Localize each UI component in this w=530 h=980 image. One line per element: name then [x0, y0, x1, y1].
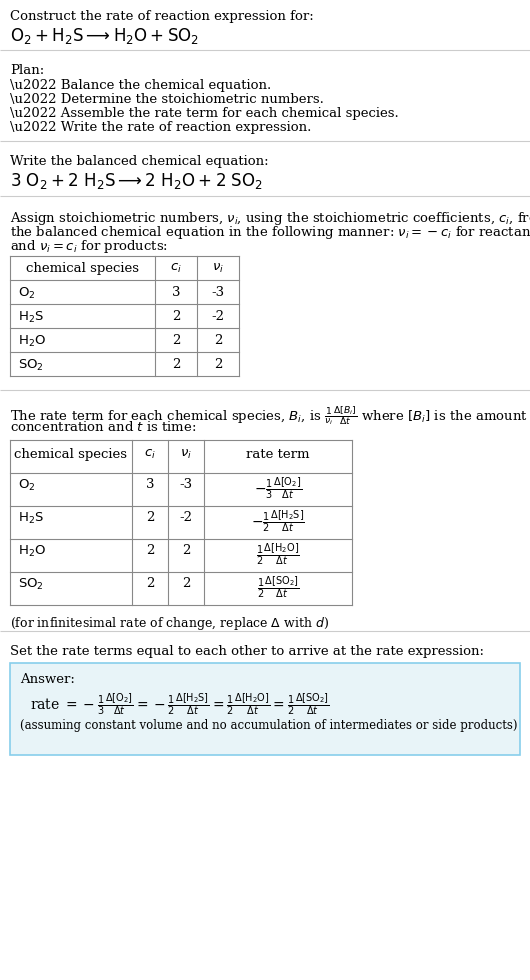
Text: $\mathrm{SO_2}$: $\mathrm{SO_2}$	[18, 358, 44, 373]
Text: (for infinitesimal rate of change, replace $\Delta$ with $d$): (for infinitesimal rate of change, repla…	[10, 615, 329, 632]
FancyBboxPatch shape	[10, 663, 520, 755]
Text: $\nu_i$: $\nu_i$	[180, 448, 192, 462]
Text: $\mathrm{O_2}$: $\mathrm{O_2}$	[18, 478, 36, 493]
Text: 2: 2	[182, 577, 190, 590]
Text: and $\nu_i = c_i$ for products:: and $\nu_i = c_i$ for products:	[10, 238, 168, 255]
Text: -2: -2	[180, 511, 192, 524]
Text: 2: 2	[146, 511, 154, 524]
Text: \u2022 Write the rate of reaction expression.: \u2022 Write the rate of reaction expres…	[10, 121, 312, 134]
Text: $\mathrm{O_2}$: $\mathrm{O_2}$	[18, 286, 36, 301]
Text: \u2022 Assemble the rate term for each chemical species.: \u2022 Assemble the rate term for each c…	[10, 107, 399, 120]
Text: Assign stoichiometric numbers, $\nu_i$, using the stoichiometric coefficients, $: Assign stoichiometric numbers, $\nu_i$, …	[10, 210, 530, 227]
Text: concentration and $t$ is time:: concentration and $t$ is time:	[10, 420, 197, 434]
Text: (assuming constant volume and no accumulation of intermediates or side products): (assuming constant volume and no accumul…	[20, 719, 517, 732]
Text: The rate term for each chemical species, $B_i$, is $\frac{1}{\nu_i}\frac{\Delta[: The rate term for each chemical species,…	[10, 404, 528, 427]
Text: 2: 2	[214, 334, 222, 347]
Text: 2: 2	[146, 544, 154, 557]
Text: $\frac{1}{2}\frac{\Delta[\mathrm{H_2O}]}{\Delta t}$: $\frac{1}{2}\frac{\Delta[\mathrm{H_2O}]}…	[256, 541, 300, 566]
Text: Construct the rate of reaction expression for:: Construct the rate of reaction expressio…	[10, 10, 314, 23]
Text: Set the rate terms equal to each other to arrive at the rate expression:: Set the rate terms equal to each other t…	[10, 645, 484, 658]
Text: -3: -3	[211, 286, 225, 299]
Text: 2: 2	[172, 358, 180, 371]
Text: 2: 2	[172, 310, 180, 323]
Text: rate term: rate term	[246, 448, 310, 461]
Text: $\mathrm{H_2S}$: $\mathrm{H_2S}$	[18, 310, 44, 325]
Text: -2: -2	[211, 310, 225, 323]
Text: -3: -3	[180, 478, 192, 491]
Text: 2: 2	[182, 544, 190, 557]
Text: $\mathrm{H_2O}$: $\mathrm{H_2O}$	[18, 334, 46, 349]
Text: 3: 3	[172, 286, 180, 299]
Text: Answer:: Answer:	[20, 673, 75, 686]
Text: $\mathrm{H_2O}$: $\mathrm{H_2O}$	[18, 544, 46, 560]
Text: Write the balanced chemical equation:: Write the balanced chemical equation:	[10, 155, 269, 168]
Text: $\mathrm{SO_2}$: $\mathrm{SO_2}$	[18, 577, 44, 592]
Text: chemical species: chemical species	[26, 262, 139, 275]
Text: rate $= -\frac{1}{3}\frac{\Delta[\mathrm{O_2}]}{\Delta t} = -\frac{1}{2}\frac{\D: rate $= -\frac{1}{3}\frac{\Delta[\mathrm…	[30, 691, 330, 716]
Text: $\mathrm{H_2S}$: $\mathrm{H_2S}$	[18, 511, 44, 526]
Text: 3: 3	[146, 478, 154, 491]
Text: 2: 2	[214, 358, 222, 371]
Text: $\mathrm{3\ O_2 + 2\ H_2S \longrightarrow 2\ H_2O + 2\ SO_2}$: $\mathrm{3\ O_2 + 2\ H_2S \longrightarro…	[10, 171, 263, 191]
Text: Plan:: Plan:	[10, 64, 44, 77]
Text: $-\frac{1}{3}\frac{\Delta[\mathrm{O_2}]}{\Delta t}$: $-\frac{1}{3}\frac{\Delta[\mathrm{O_2}]}…	[254, 475, 302, 501]
Text: $-\frac{1}{2}\frac{\Delta[\mathrm{H_2S}]}{\Delta t}$: $-\frac{1}{2}\frac{\Delta[\mathrm{H_2S}]…	[251, 508, 305, 534]
Text: 2: 2	[146, 577, 154, 590]
Text: $\mathrm{O_2 + H_2S \longrightarrow H_2O + SO_2}$: $\mathrm{O_2 + H_2S \longrightarrow H_2O…	[10, 26, 199, 46]
Text: 2: 2	[172, 334, 180, 347]
Text: \u2022 Balance the chemical equation.: \u2022 Balance the chemical equation.	[10, 79, 271, 92]
Text: $\nu_i$: $\nu_i$	[212, 262, 224, 275]
Text: $\frac{1}{2}\frac{\Delta[\mathrm{SO_2}]}{\Delta t}$: $\frac{1}{2}\frac{\Delta[\mathrm{SO_2}]}…	[257, 574, 299, 600]
Text: chemical species: chemical species	[14, 448, 128, 461]
Text: \u2022 Determine the stoichiometric numbers.: \u2022 Determine the stoichiometric numb…	[10, 93, 324, 106]
Text: the balanced chemical equation in the following manner: $\nu_i = -c_i$ for react: the balanced chemical equation in the fo…	[10, 224, 530, 241]
Text: $c_i$: $c_i$	[170, 262, 182, 275]
Text: $c_i$: $c_i$	[144, 448, 156, 462]
